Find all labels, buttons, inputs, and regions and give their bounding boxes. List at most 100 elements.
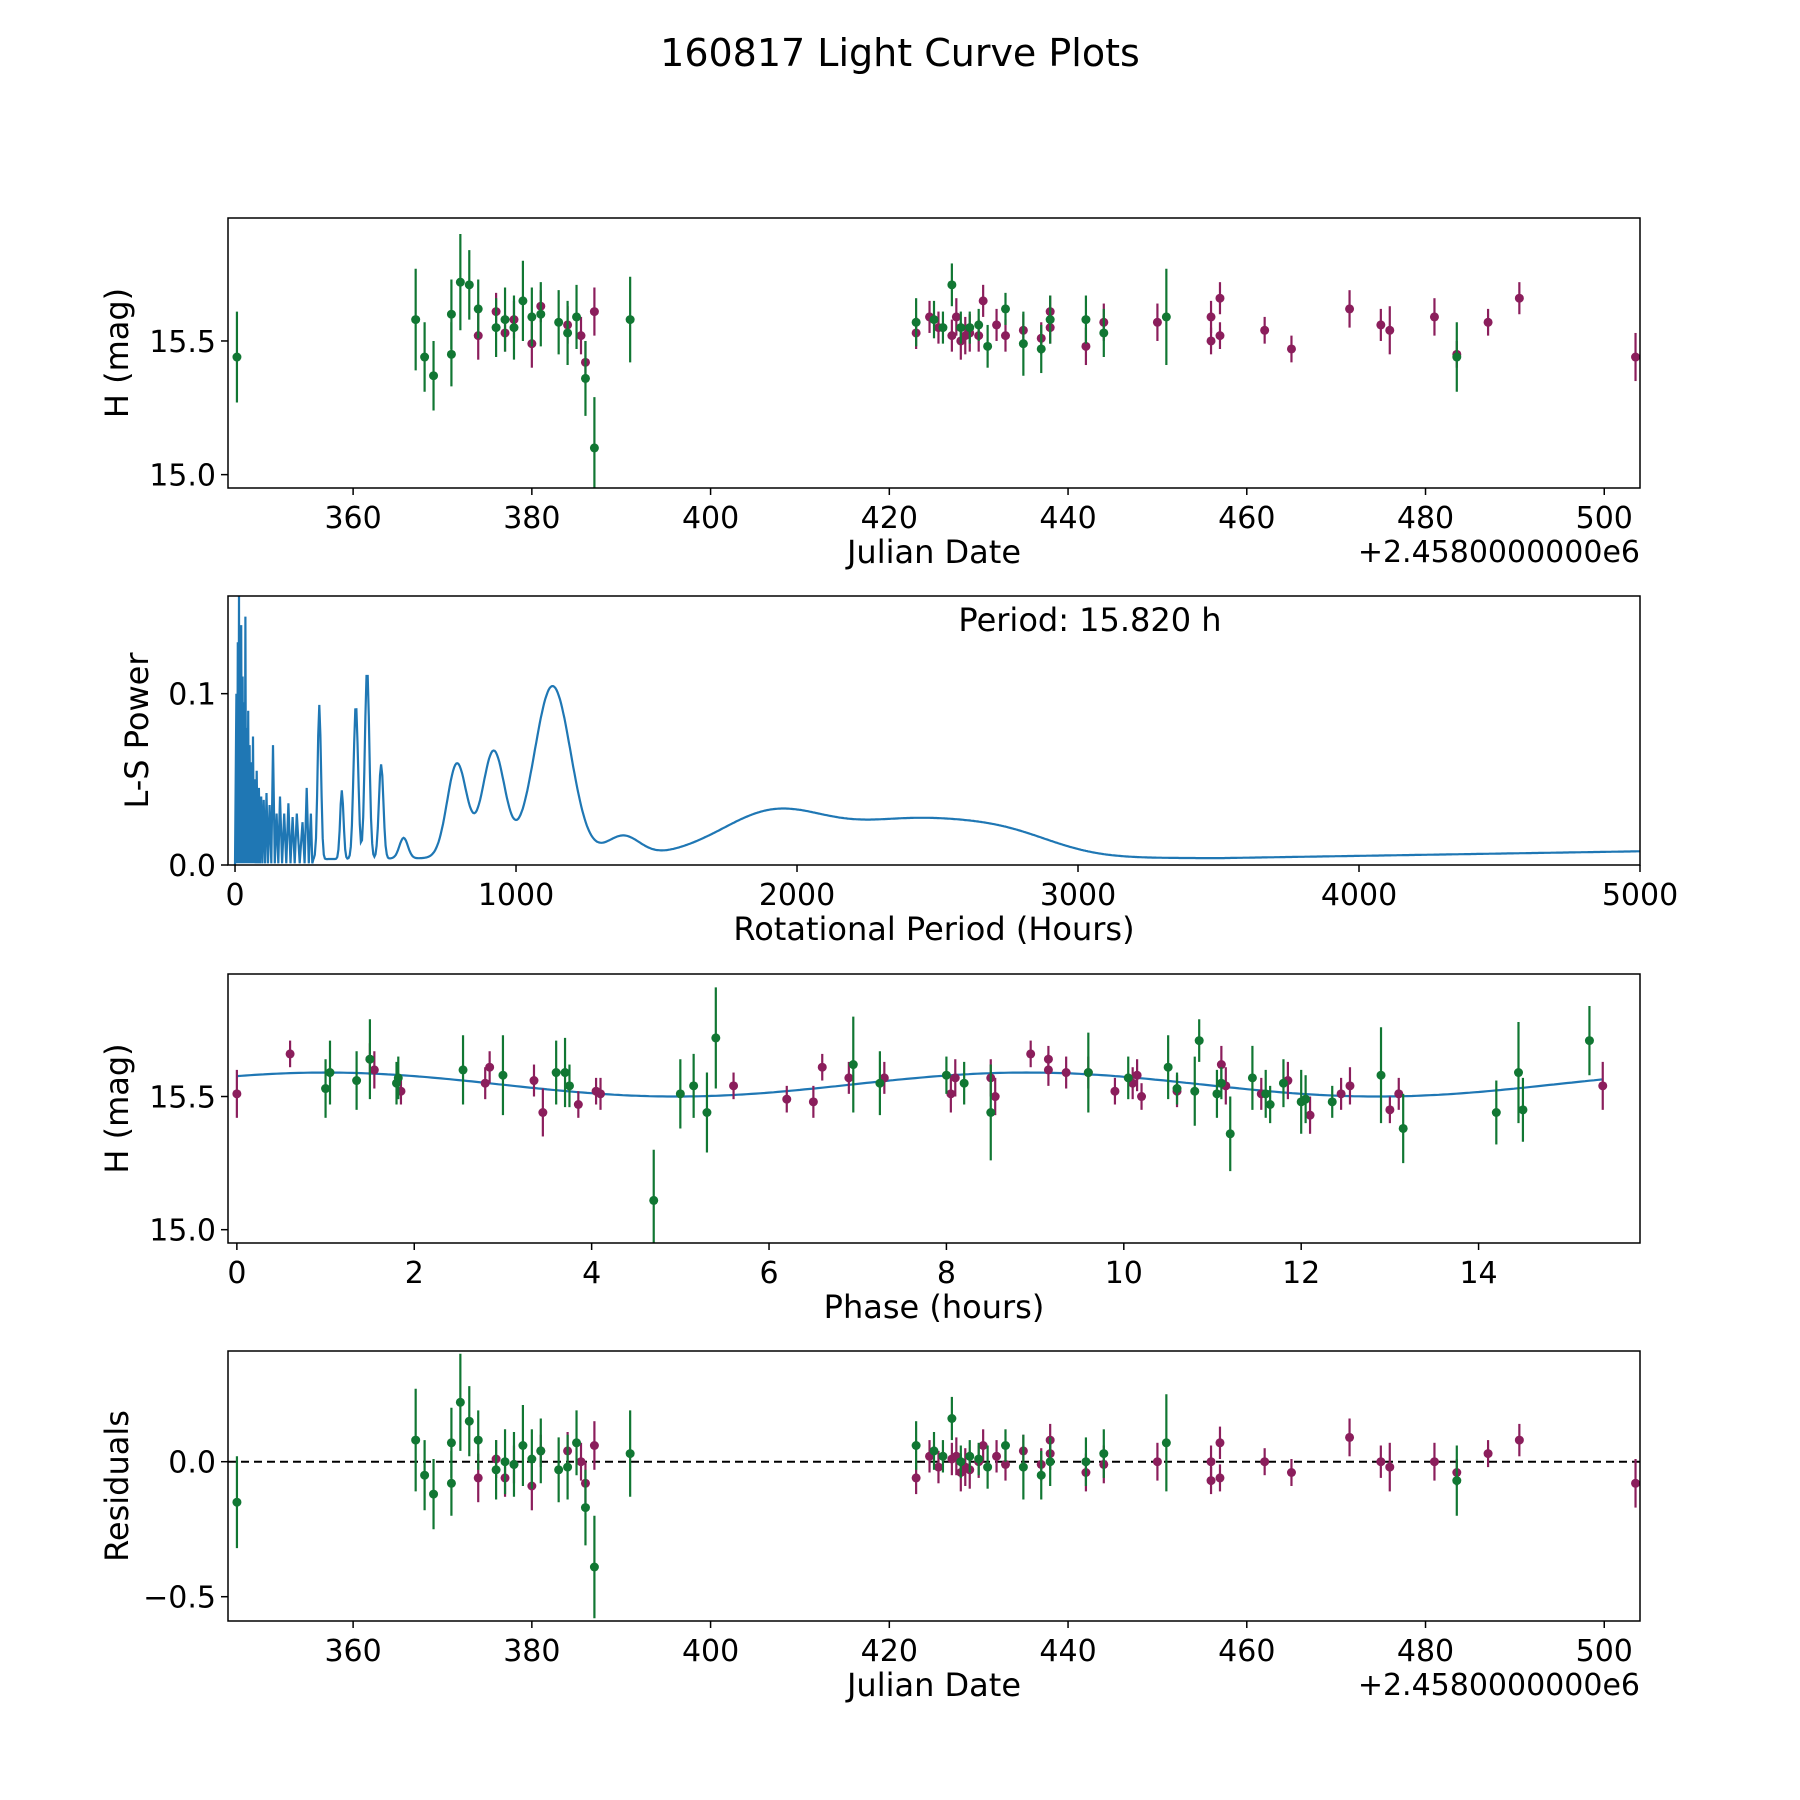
data-point [589,1441,599,1450]
data-point [929,315,939,325]
series-green [321,987,1594,1243]
data-point [491,1465,501,1475]
x-axis-label: Rotational Period (Hours) [733,910,1134,948]
data-point [1260,325,1270,335]
data-point [589,1562,599,1572]
data-point [518,1441,528,1450]
plot-area [232,987,1608,1243]
data-point [455,277,465,287]
data-point [321,1084,331,1094]
data-point [625,315,635,325]
data-point [1206,336,1216,346]
data-point [729,1081,739,1091]
data-point [458,1065,468,1075]
data-point [1247,1073,1257,1083]
data-point [947,280,957,290]
data-point [554,1465,564,1475]
data-point [951,312,961,322]
data-point [844,1073,854,1083]
y-tick-label: 0.1 [168,678,216,713]
data-point [956,323,966,333]
data-point [1190,1086,1200,1096]
data-point [1000,304,1010,314]
data-point [464,1416,474,1426]
data-point [580,373,590,383]
data-point [1018,1462,1028,1472]
data-point [1429,1457,1439,1467]
data-point [518,296,528,306]
data-point [1018,339,1028,349]
data-point [563,328,573,338]
y-tick-label: −0.5 [143,1581,216,1616]
data-point [393,1073,403,1083]
data-point [1215,293,1225,303]
data-point [1225,1129,1235,1139]
data-point [1194,1036,1204,1046]
x-tick-label: 360 [324,501,381,536]
data-point [1132,1070,1142,1080]
data-point [369,1065,379,1075]
data-point [911,1441,921,1450]
y-axis-label: Residuals [98,1410,136,1562]
data-point [1036,344,1046,354]
data-point [992,1451,1002,1461]
data-point [1265,1100,1275,1110]
data-point [1345,1432,1355,1442]
x-tick-label: 12 [1282,1256,1320,1291]
data-point [782,1094,792,1104]
data-point [983,1462,993,1472]
x-tick-label: 8 [937,1256,956,1291]
data-point [1026,1049,1036,1059]
data-point [1081,341,1091,351]
x-tick-label: 5000 [1602,878,1678,913]
data-point [675,1089,685,1099]
data-point [420,1470,430,1480]
x-tick-label: 380 [503,501,560,536]
x-tick-label: 500 [1576,501,1633,536]
y-tick-label: 15.5 [149,1081,216,1116]
data-point [1513,1068,1523,1078]
data-point [1483,1449,1493,1459]
plot-area [228,1353,1640,1619]
x-tick-label: 0 [227,1256,246,1291]
data-point [1385,1462,1395,1472]
periodogram-panel: 0 1000 2000 3000 4000 5000 0.0 0.1 Rotational Pe… [118,595,1678,948]
data-point [689,1081,699,1091]
x-tick-label: 3000 [1040,878,1116,913]
data-point [551,1068,561,1078]
data-point [965,1451,975,1461]
data-point [1000,331,1010,341]
data-point [1514,1435,1524,1445]
axes-frame [227,973,1641,1244]
data-point [1081,315,1091,325]
data-point [938,1451,948,1461]
y-axis-label: L-S Power [118,652,156,809]
data-point [990,1092,1000,1102]
axes-frame [227,217,1641,489]
data-point [1152,1457,1162,1467]
data-point [1206,1457,1216,1467]
data-point [411,1435,421,1445]
x-tick-label: 480 [1397,501,1454,536]
y-tick-label: 0.0 [168,849,216,884]
x-tick-label: 420 [861,501,918,536]
data-point [1163,1062,1173,1072]
data-point [596,1089,606,1099]
data-point [529,1076,539,1086]
data-point [1152,317,1162,327]
data-point [1345,304,1355,314]
data-point [1305,1110,1315,1120]
data-point [938,323,948,333]
plot-area [233,596,1640,865]
model-curve [236,1071,1603,1098]
data-point [1286,344,1296,354]
data-point [1215,1473,1225,1483]
data-point [1385,1105,1395,1115]
y-tick-label: 15.0 [149,459,216,494]
data-point [485,1062,495,1072]
data-point [974,1454,984,1464]
data-point [576,331,586,341]
data-point [473,1473,483,1483]
x-tick-label: 420 [861,1634,918,1669]
data-point [554,317,564,327]
